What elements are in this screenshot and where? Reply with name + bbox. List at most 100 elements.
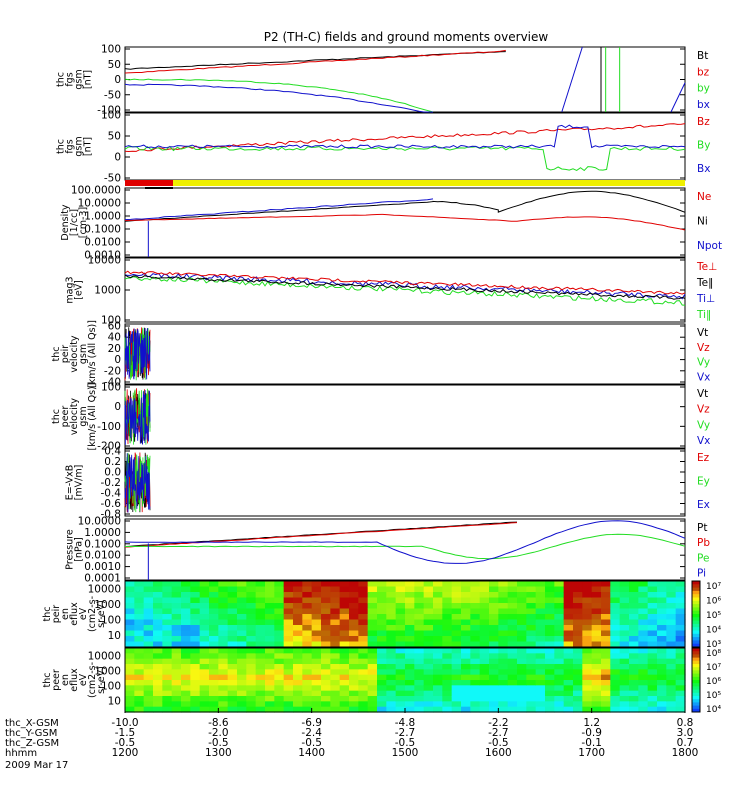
x-tick-label: -2.7	[488, 727, 509, 739]
spectrogram-cell	[255, 680, 266, 686]
spectrogram-cell	[498, 701, 509, 708]
spectrogram-cell	[619, 625, 630, 632]
spectrogram-cell	[293, 636, 303, 643]
spectrogram-cell	[535, 658, 546, 665]
spectrogram-cell	[143, 648, 154, 654]
legend-Bx: Bx	[697, 163, 710, 175]
spectrogram-cell	[190, 630, 201, 637]
spectrogram-cell	[517, 581, 527, 588]
spectrogram-cell	[666, 581, 677, 588]
spectrogram-cell	[461, 603, 471, 610]
spectrogram-cell	[153, 653, 163, 660]
spectrogram-cell	[377, 619, 387, 626]
spectrogram-cell	[666, 619, 677, 626]
spectrogram-cell	[405, 653, 415, 660]
spectrogram-cell	[377, 653, 387, 660]
spectrogram-cell	[479, 706, 490, 713]
legend-Bz: Bz	[697, 116, 710, 128]
spectrogram-cell	[265, 608, 275, 615]
spectrogram-cell	[563, 603, 574, 610]
spectrogram-cell	[629, 701, 639, 708]
spectrogram-cell	[227, 597, 238, 604]
spectrogram-cell	[554, 636, 565, 643]
panel-frame	[124, 518, 686, 581]
spectrogram-cell	[171, 581, 182, 588]
spectrogram-cell	[395, 690, 406, 697]
y-axis-label: E=-VxB	[65, 465, 76, 500]
spectrogram-cell	[395, 669, 406, 676]
spectrogram-cell	[199, 614, 210, 621]
spectrogram-cell	[507, 648, 518, 654]
panel-9: 10000100010010thcpeirenefluxeV(cm2-s-sr-…	[42, 580, 721, 650]
spectrogram-cell	[517, 690, 527, 697]
spectrogram-cell	[246, 648, 257, 654]
spectrogram-cell	[302, 608, 313, 615]
spectrogram-cell	[442, 664, 453, 670]
panel-3: 100.000010.00001.00000.10000.01000.0010D…	[60, 180, 722, 262]
spectrogram-cell	[629, 648, 639, 654]
legend-Vy: Vy	[697, 419, 710, 431]
spectrogram-cell	[199, 625, 210, 632]
spectrogram-cell	[470, 690, 481, 697]
spectrogram-cell	[246, 680, 257, 686]
spectrogram-cell	[498, 669, 509, 676]
x-tick-label: 0.7	[677, 737, 694, 749]
spectrogram-cell	[675, 664, 686, 670]
spectrogram-cell	[181, 630, 191, 637]
spectrogram-cell	[134, 658, 145, 665]
spectrogram-cell	[274, 706, 285, 713]
spectrogram-cell	[209, 648, 219, 654]
spectrogram-cell	[442, 625, 453, 632]
spectrogram-cell	[190, 706, 201, 713]
spectrogram-cell	[134, 619, 145, 626]
spectrogram-cell	[461, 614, 471, 621]
spectrogram-cell	[265, 696, 275, 702]
spectrogram-cell	[591, 696, 602, 702]
spectrogram-cell	[274, 592, 285, 599]
spectrogram-cell	[321, 669, 331, 676]
spectrogram-cell	[517, 664, 527, 670]
spectrogram-cell	[563, 608, 574, 615]
spectrogram-cell	[293, 619, 303, 626]
spectrogram-cell	[386, 648, 397, 654]
spectrogram-cell	[125, 636, 135, 643]
spectrogram-cell	[535, 674, 546, 681]
spectrogram-cell	[433, 690, 443, 697]
spectrogram-cell	[171, 664, 182, 670]
spectrogram-cell	[255, 685, 266, 692]
spectrogram-cell	[237, 680, 247, 686]
spectrogram-cell	[134, 696, 145, 702]
spectrogram-cell	[442, 706, 453, 713]
spectrogram-cell	[321, 664, 331, 670]
spectrogram-cell	[647, 680, 658, 686]
spectrogram-cell	[582, 685, 593, 692]
spectrogram-cell	[265, 653, 275, 660]
spectrogram-cell	[591, 680, 602, 686]
spectrogram-cell	[377, 581, 387, 588]
y-axis-label: mag3	[65, 276, 76, 303]
spectrogram-cell	[666, 674, 677, 681]
colorbar-swatch	[692, 607, 700, 612]
spectrogram-cell	[601, 701, 611, 708]
spectrogram-cell	[190, 680, 201, 686]
spectrogram-cell	[601, 696, 611, 702]
spectrogram-cell	[162, 706, 173, 713]
y-axis-label: [mV/m]	[74, 465, 85, 501]
spectrogram-cell	[181, 586, 191, 593]
spectrogram-cell	[414, 630, 425, 637]
spectrogram-cell	[302, 696, 313, 702]
spectrogram-cell	[563, 674, 574, 681]
x-tick-label: -0.5	[488, 737, 509, 749]
spectrogram-cell	[358, 701, 369, 708]
spectrogram-cell	[414, 658, 425, 665]
spectrogram-cell	[442, 603, 453, 610]
spectrogram-cell	[554, 619, 565, 626]
spectrogram-cell	[246, 674, 257, 681]
spectrogram-cell	[405, 625, 415, 632]
spectrogram-cell	[190, 669, 201, 676]
spectrogram-cell	[638, 674, 649, 681]
spectrogram-cell	[461, 625, 471, 632]
spectrogram-cell	[563, 592, 574, 599]
spectrogram-cell	[629, 680, 639, 686]
